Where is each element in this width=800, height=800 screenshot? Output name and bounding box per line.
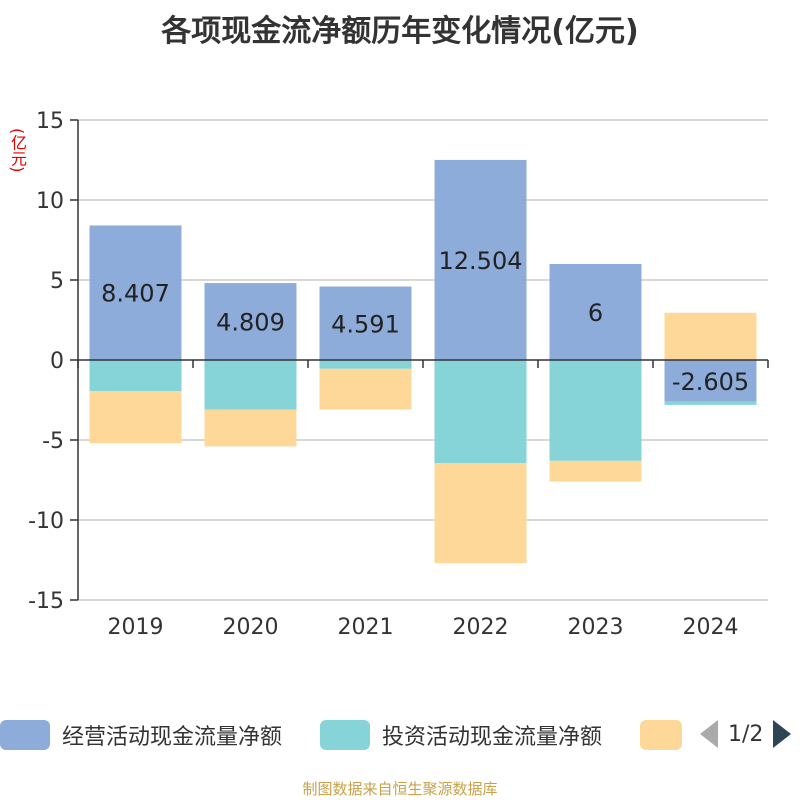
legend-item-investing[interactable]: 投资活动现金流量净额 [320,716,602,754]
y-tick-label: -5 [42,429,64,454]
y-tick-label: -10 [28,509,64,534]
bar-series1[interactable] [549,360,642,461]
bar-series2[interactable] [664,312,757,360]
bar-series1[interactable] [89,360,182,392]
legend-prev-page-icon[interactable] [700,720,718,748]
legend-page-indicator: 1/2 [728,721,764,747]
data-source-note: 制图数据来自恒生聚源数据库 [302,780,498,798]
legend-pager: 1/2 [700,720,792,748]
y-tick-label: 15 [36,109,64,134]
bar-series0[interactable] [664,360,757,402]
y-axis-unit-label: (亿元) [8,128,27,173]
data-label: -2.605 [672,368,749,396]
y-tick-label: 10 [36,189,64,214]
x-tick-label: 2024 [683,615,739,640]
bar-series0[interactable] [434,159,527,360]
legend-swatch-financing [640,720,682,750]
legend-item-financing[interactable] [640,716,682,754]
y-tick-label: -15 [28,589,64,614]
bar-series0[interactable] [319,286,412,360]
legend-item-operating[interactable]: 经营活动现金流量净额 [0,716,282,754]
x-tick-label: 2022 [453,615,509,640]
x-tick-label: 2019 [108,615,164,640]
chart-plot: 15 10 5 0 -5 -10 -15 2019 2020 2021 2022 2023 2024 8.… [28,109,769,640]
bar-series2[interactable] [319,368,412,410]
legend-next-page-icon[interactable] [773,720,792,748]
legend-swatch-investing [320,720,370,750]
bar-series1[interactable] [664,401,757,405]
legend-label-operating: 经营活动现金流量净额 [62,725,283,750]
bar-series0[interactable] [549,264,642,360]
x-tick-label: 2023 [568,615,624,640]
x-tick-label: 2020 [223,615,279,640]
bar-series0[interactable] [89,225,182,360]
bar-series2[interactable] [89,391,182,444]
x-tick-label: 2021 [338,615,394,640]
data-label: 12.504 [439,247,523,275]
chart-title: 各项现金流净额历年变化情况(亿元) [161,14,639,49]
bar-series0[interactable] [204,283,297,360]
data-label: 8.407 [101,280,170,308]
y-tick-label: 5 [50,269,64,294]
y-tick-label: 0 [50,349,64,374]
bar-series1[interactable] [434,360,527,464]
bar-series2[interactable] [434,463,527,564]
legend-label-investing: 投资活动现金流量净额 [382,725,603,750]
chart-legend: 经营活动现金流量净额 投资活动现金流量净额 1/2 [0,716,800,754]
bar-series2[interactable] [204,409,297,447]
data-label: 6 [588,299,603,327]
bar-series1[interactable] [319,360,412,369]
data-label: 4.809 [216,309,285,337]
bar-series2[interactable] [549,460,642,482]
bar-series1[interactable] [204,360,297,410]
legend-swatch-operating [0,720,50,750]
data-label: 4.591 [331,310,400,338]
